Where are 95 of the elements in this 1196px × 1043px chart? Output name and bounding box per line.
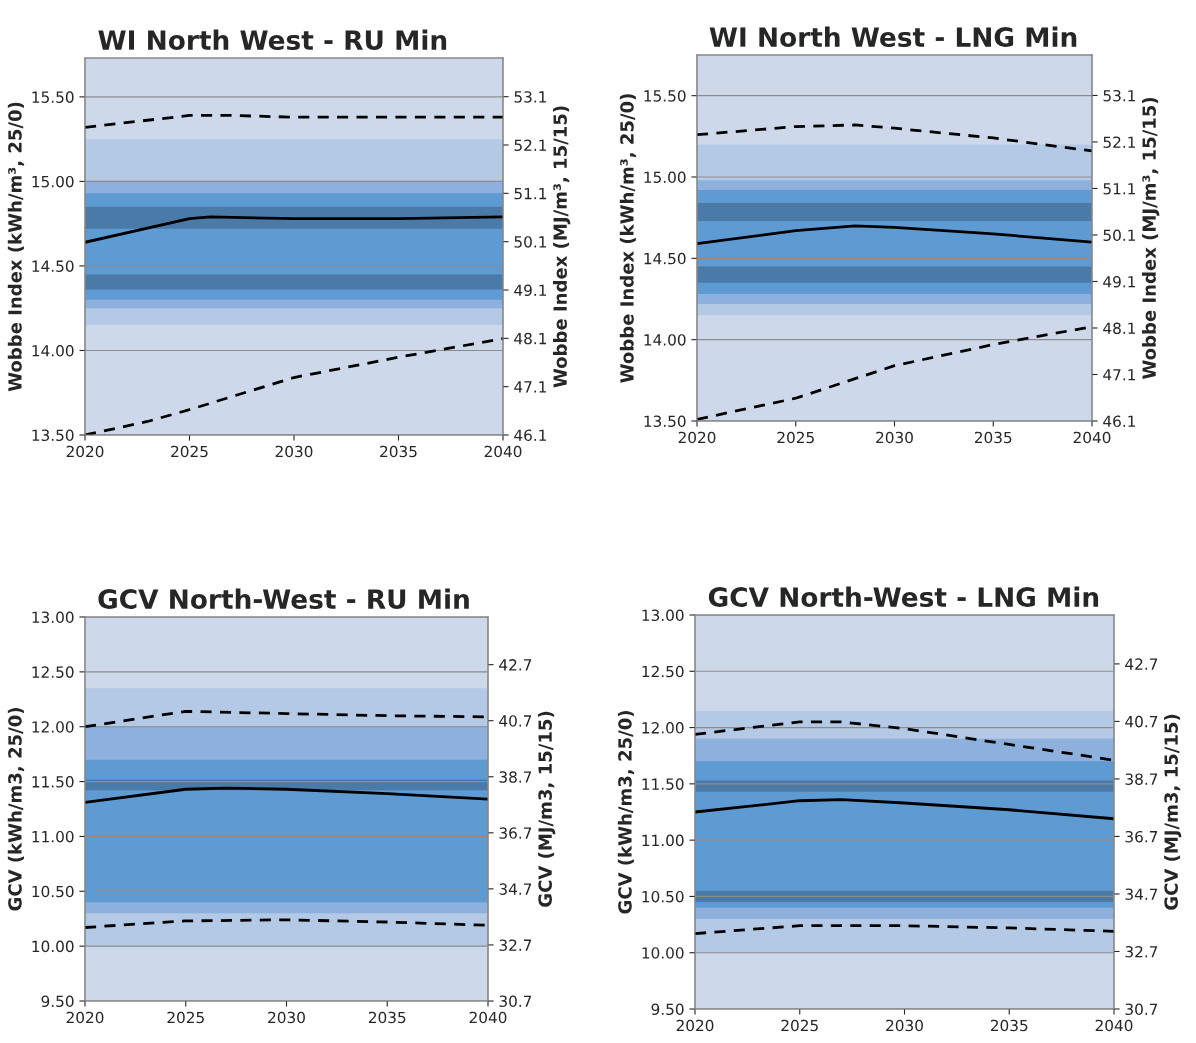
x-tick-label: 2040	[1095, 1019, 1133, 1032]
y-tick-label: 9.50	[41, 995, 74, 1008]
y2-tick-label: 36.7	[499, 827, 532, 839]
y-axis-title: GCV (kWh/m3, 25/0)	[7, 708, 25, 911]
y-tick-label: 11.50	[642, 778, 684, 790]
y2-tick-label: 49.1	[1103, 275, 1136, 288]
x-tick-label: 2025	[167, 1011, 204, 1024]
x-tick-label: 2030	[876, 431, 913, 444]
y2-tick-label: 32.7	[1125, 945, 1158, 958]
y2-tick-label: 53.1	[514, 91, 547, 103]
y2-tick-label: 42.7	[1125, 658, 1158, 670]
y-tick-label: 9.50	[651, 1003, 684, 1016]
y2-tick-label: 48.1	[1103, 322, 1136, 335]
y2-axis-title: GCV (MJ/m3, 15/15)	[538, 711, 556, 907]
y-tick-label: 10.00	[32, 940, 74, 953]
y-tick-label: 13.00	[642, 609, 684, 622]
x-tick-label: 2020	[678, 431, 716, 444]
y2-tick-label: 48.1	[514, 332, 547, 345]
y2-tick-label: 38.7	[499, 771, 532, 783]
y-tick-label: 12.00	[642, 722, 684, 734]
y2-axis-title: Wobbe Index (MJ/m³, 15/15)	[552, 106, 571, 388]
y-tick-label: 12.50	[32, 666, 74, 678]
y2-tick-label: 40.7	[499, 715, 532, 727]
y2-tick-label: 50.1	[1103, 229, 1136, 241]
line-series	[695, 720, 1114, 762]
x-tick-label: 2030	[886, 1019, 923, 1032]
line-series	[697, 224, 1092, 246]
y-axis-title: Wobbe Index (kWh/m³, 25/0)	[619, 94, 637, 383]
y-tick-label: 15.00	[644, 171, 686, 184]
line-series	[85, 786, 488, 804]
y2-tick-label: 40.7	[1125, 715, 1158, 728]
y-tick-label: 14.50	[644, 252, 686, 265]
y-axis-title: GCV (kWh/m3, 25/0)	[617, 711, 635, 914]
y2-tick-label: 46.1	[1103, 415, 1136, 428]
chart-title: WI North West - RU Min	[98, 29, 447, 51]
y2-tick-label: 52.1	[514, 139, 547, 152]
y-tick-label: 10.00	[642, 947, 684, 959]
x-tick-label: 2020	[66, 1011, 104, 1024]
y-tick-label: 11.00	[32, 830, 74, 843]
y-tick-label: 15.50	[32, 91, 74, 103]
x-tick-label: 2035	[990, 1019, 1028, 1032]
y-tick-label: 15.50	[644, 90, 686, 102]
y-tick-label: 14.00	[32, 344, 74, 357]
y2-tick-label: 52.1	[1103, 136, 1136, 148]
y-tick-label: 12.50	[642, 665, 684, 678]
y2-axis-title: GCV (MJ/m3, 15/15)	[1164, 714, 1182, 910]
y-tick-label: 12.00	[32, 721, 74, 733]
x-tick-label: 2020	[676, 1019, 714, 1032]
y2-tick-label: 38.7	[1125, 773, 1158, 785]
y2-tick-label: 46.1	[514, 429, 547, 442]
line-series	[85, 918, 488, 929]
chart-title: GCV North-West - RU Min	[98, 588, 469, 610]
y-tick-label: 13.50	[32, 429, 74, 442]
y-tick-label: 13.00	[32, 611, 74, 624]
y-tick-label: 11.00	[642, 834, 684, 847]
y2-tick-label: 47.1	[514, 381, 547, 393]
chart-title: WI North West - LNG Min	[709, 26, 1077, 48]
x-tick-label: 2035	[974, 431, 1012, 444]
x-tick-label: 2025	[171, 445, 208, 458]
line-series	[697, 123, 1092, 153]
x-tick-label: 2025	[781, 1019, 818, 1032]
y2-tick-label: 32.7	[499, 939, 532, 951]
y2-tick-label: 53.1	[1103, 89, 1136, 102]
y-tick-label: 10.50	[642, 890, 684, 903]
x-tick-label: 2040	[1073, 431, 1111, 444]
y2-tick-label: 30.7	[1125, 1003, 1158, 1016]
x-tick-label: 2040	[469, 1011, 507, 1024]
y-tick-label: 14.50	[32, 260, 74, 272]
line-series	[695, 798, 1114, 821]
y2-tick-label: 36.7	[1125, 830, 1158, 843]
y-axis-title: Wobbe Index (kWh/m³, 25/0)	[7, 102, 25, 392]
x-tick-label: 2035	[368, 1011, 406, 1024]
x-tick-label: 2030	[268, 1011, 305, 1024]
x-tick-label: 2030	[275, 445, 313, 458]
y2-tick-label: 47.1	[1103, 369, 1136, 381]
y-tick-label: 10.50	[32, 885, 74, 898]
y2-tick-label: 42.7	[499, 659, 532, 671]
y2-tick-label: 34.7	[1125, 888, 1158, 900]
y-tick-label: 11.50	[32, 776, 74, 788]
x-tick-label: 2025	[777, 431, 814, 444]
line-series	[695, 924, 1114, 935]
y2-tick-label: 51.1	[1103, 183, 1136, 195]
x-tick-label: 2020	[66, 445, 104, 458]
y2-tick-label: 51.1	[514, 188, 547, 200]
chart-title: GCV North-West - LNG Min	[708, 586, 1099, 608]
y-tick-label: 14.00	[644, 334, 686, 346]
y2-tick-label: 49.1	[514, 284, 547, 297]
y2-tick-label: 50.1	[514, 236, 547, 248]
y2-axis-title: Wobbe Index (MJ/m³, 15/15)	[1141, 97, 1160, 380]
y-tick-label: 13.50	[644, 415, 686, 428]
y-tick-label: 15.00	[32, 175, 74, 188]
x-tick-label: 2035	[380, 445, 417, 458]
y2-tick-label: 30.7	[499, 995, 532, 1008]
y2-tick-label: 34.7	[499, 883, 532, 895]
x-tick-label: 2040	[484, 445, 522, 458]
